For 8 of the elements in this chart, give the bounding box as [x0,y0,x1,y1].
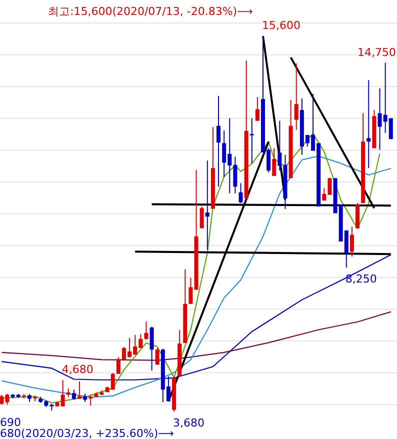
text: 3,680 [173,416,205,430]
annotation: 14,750 [358,46,396,59]
text: 690 [0,416,21,429]
annotation: 4,680 [62,363,94,376]
text: 최고:15,600(2020/07/13, -20.83%)⟶ [48,5,254,18]
annotation: 8,250 [345,272,377,286]
text: 15,600 [262,19,300,32]
text: 680(2020/03/23, +235.60%)⟶ [0,427,174,439]
